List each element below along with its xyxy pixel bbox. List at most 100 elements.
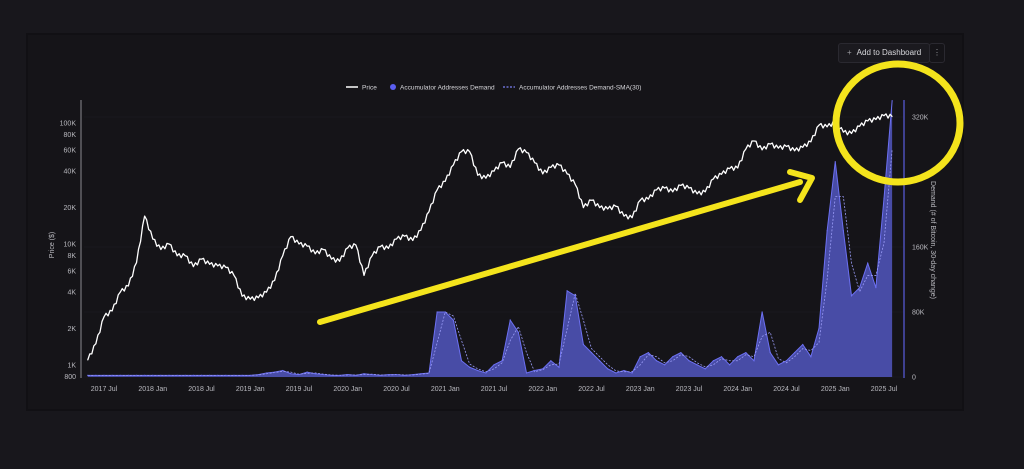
x-tick: 2024 Jul bbox=[773, 386, 800, 393]
price-point bbox=[761, 149, 763, 151]
demand-point bbox=[420, 373, 422, 375]
demand-point bbox=[517, 331, 519, 333]
price-point bbox=[493, 170, 495, 172]
y-left-tick: 60K bbox=[64, 147, 77, 154]
price-point bbox=[566, 173, 568, 175]
demand-point bbox=[347, 373, 349, 376]
annotation-arrow-shaft bbox=[317, 179, 803, 325]
price-point bbox=[144, 215, 146, 217]
price-point bbox=[623, 215, 625, 217]
more-vertical-icon: ⋮ bbox=[933, 48, 941, 57]
price-point bbox=[217, 265, 219, 267]
price-point bbox=[184, 255, 186, 257]
demand-point bbox=[144, 374, 146, 376]
demand-point bbox=[859, 287, 861, 289]
more-options-button[interactable]: ⋮ bbox=[929, 43, 945, 63]
price-point bbox=[721, 173, 722, 175]
price-point bbox=[875, 118, 877, 120]
price-point bbox=[127, 285, 129, 287]
price-point bbox=[558, 164, 560, 166]
demand-point bbox=[314, 373, 316, 375]
y-left-tick: 40K bbox=[64, 169, 77, 176]
price-point bbox=[509, 166, 511, 168]
price-point bbox=[777, 147, 779, 149]
demand-point bbox=[818, 327, 820, 329]
price-point bbox=[542, 173, 544, 175]
price-point bbox=[347, 247, 349, 249]
demand-point bbox=[785, 360, 788, 362]
demand-point bbox=[712, 360, 714, 362]
demand-point bbox=[542, 368, 544, 370]
price-point bbox=[404, 235, 406, 237]
price-point bbox=[241, 295, 243, 297]
price-point bbox=[704, 191, 706, 193]
price-point bbox=[526, 152, 527, 154]
demand-point bbox=[777, 364, 779, 366]
demand-point bbox=[444, 311, 446, 313]
demand-point bbox=[184, 374, 186, 376]
price-point bbox=[574, 184, 576, 186]
price-point bbox=[485, 177, 487, 179]
price-point bbox=[591, 199, 592, 201]
price-line bbox=[87, 113, 893, 361]
demand-point bbox=[379, 374, 381, 376]
x-tick: 2020 Jan bbox=[333, 386, 362, 393]
price-point bbox=[111, 310, 113, 312]
demand-point bbox=[761, 311, 763, 313]
demand-point bbox=[729, 364, 731, 366]
price-point bbox=[534, 162, 536, 164]
x-tick: 2021 Jul bbox=[481, 386, 508, 393]
demand-point bbox=[87, 374, 89, 376]
demand-point bbox=[566, 290, 568, 292]
price-point bbox=[883, 115, 885, 117]
price-point bbox=[656, 189, 657, 191]
price-point bbox=[298, 243, 300, 245]
price-point bbox=[274, 279, 276, 281]
price-point bbox=[322, 249, 324, 251]
demand-point bbox=[387, 373, 389, 376]
demand-point bbox=[152, 374, 154, 376]
price-point bbox=[95, 343, 97, 345]
price-point bbox=[387, 247, 389, 249]
demand-point bbox=[217, 374, 219, 376]
price-point bbox=[192, 266, 194, 268]
demand-point bbox=[225, 374, 227, 376]
legend-price[interactable]: Price bbox=[362, 85, 377, 92]
demand-point bbox=[135, 374, 138, 376]
demand-point bbox=[850, 295, 853, 297]
demand-point bbox=[290, 373, 292, 375]
price-point bbox=[680, 184, 682, 186]
price-point bbox=[444, 180, 446, 182]
price-point bbox=[664, 187, 666, 189]
price-point bbox=[794, 150, 796, 152]
demand-point bbox=[599, 360, 601, 362]
demand-point bbox=[891, 100, 893, 102]
price-point bbox=[851, 132, 852, 134]
price-point bbox=[802, 146, 804, 148]
price-point bbox=[461, 151, 462, 153]
demand-point bbox=[525, 372, 528, 374]
price-point bbox=[420, 229, 422, 231]
price-point bbox=[103, 316, 105, 318]
x-tick: 2024 Jan bbox=[723, 386, 752, 393]
price-point bbox=[712, 178, 714, 180]
price-point bbox=[599, 207, 601, 209]
legend-demand[interactable]: Accumulator Addresses Demand bbox=[400, 85, 495, 92]
price-point bbox=[339, 260, 341, 262]
price-point bbox=[314, 253, 316, 255]
price-point bbox=[355, 244, 357, 246]
demand-point bbox=[688, 360, 690, 362]
price-point bbox=[136, 262, 137, 264]
x-tick: 2023 Jan bbox=[626, 386, 655, 393]
chart-panel bbox=[28, 35, 962, 409]
demand-point bbox=[168, 374, 170, 376]
demand-point bbox=[509, 319, 511, 321]
demand-point bbox=[355, 374, 357, 376]
demand-point bbox=[680, 352, 682, 354]
legend-sma[interactable]: Accumulator Addresses Demand-SMA(30) bbox=[519, 85, 641, 92]
demand-point bbox=[802, 343, 804, 346]
plus-icon: + bbox=[847, 48, 852, 57]
price-point bbox=[859, 125, 861, 127]
demand-point bbox=[282, 369, 284, 372]
y-left-tick: 10K bbox=[64, 242, 77, 249]
